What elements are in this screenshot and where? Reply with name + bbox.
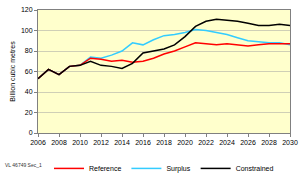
svg-text:2010: 2010 [72, 139, 88, 146]
svg-text:2012: 2012 [93, 139, 109, 146]
svg-text:80: 80 [25, 47, 33, 54]
svg-text:2022: 2022 [198, 139, 214, 146]
svg-text:VL 46749 Sec_1: VL 46749 Sec_1 [5, 162, 42, 168]
svg-text:60: 60 [25, 68, 33, 75]
svg-text:40: 40 [25, 88, 33, 95]
svg-text:2026: 2026 [240, 139, 256, 146]
svg-text:Constrained: Constrained [236, 165, 274, 172]
svg-text:Surplus: Surplus [166, 165, 190, 173]
svg-text:2006: 2006 [30, 139, 46, 146]
svg-text:2024: 2024 [219, 139, 235, 146]
svg-text:0: 0 [29, 129, 33, 136]
svg-text:Billion cubic metres: Billion cubic metres [9, 41, 16, 102]
svg-text:2014: 2014 [114, 139, 130, 146]
svg-text:120: 120 [21, 6, 33, 13]
svg-text:2028: 2028 [261, 139, 277, 146]
svg-text:2016: 2016 [135, 139, 151, 146]
svg-text:2008: 2008 [51, 139, 67, 146]
svg-text:2030: 2030 [282, 139, 298, 146]
svg-text:20: 20 [25, 109, 33, 116]
svg-text:Reference: Reference [89, 165, 121, 172]
svg-text:100: 100 [21, 27, 33, 34]
svg-text:2020: 2020 [177, 139, 193, 146]
svg-text:2018: 2018 [156, 139, 172, 146]
